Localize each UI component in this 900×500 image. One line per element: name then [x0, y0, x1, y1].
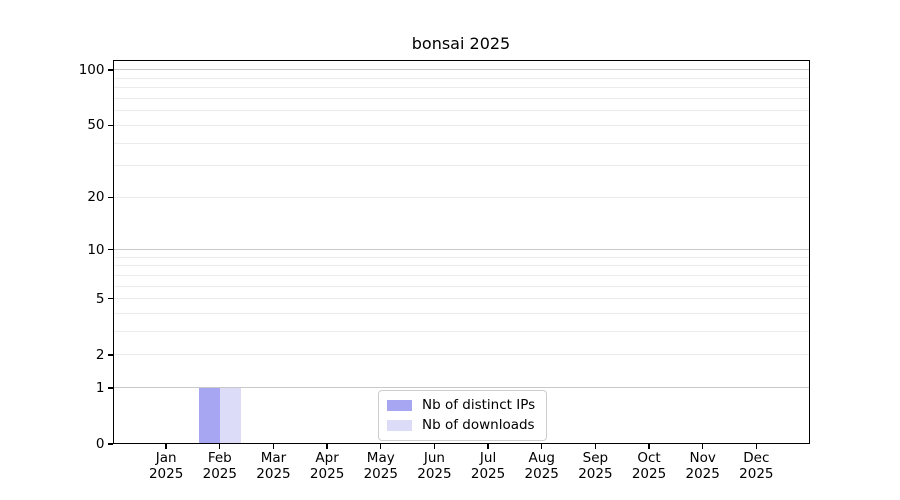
gridline-y-50 [112, 124, 810, 126]
x-tick-nov [701, 444, 704, 449]
y-tick-5 [107, 298, 113, 300]
bar-feb-nb-of-downloads [219, 387, 241, 444]
x-tick-year: 2025 [685, 466, 720, 482]
gridline-y-90 [112, 77, 810, 79]
gridline-y-3 [112, 331, 810, 333]
gridline-y-4 [112, 313, 810, 315]
gridline-y-20 [112, 196, 810, 198]
gridline-y-60 [112, 110, 810, 112]
x-tick-month: Apr [315, 450, 339, 466]
gridline-y-10 [112, 249, 810, 251]
legend-swatch-nb-of-downloads [387, 420, 412, 431]
x-tick-oct [648, 444, 650, 449]
x-tick-may [380, 444, 382, 449]
y-tick-label-1: 1 [95, 379, 105, 396]
x-tick-jan [165, 444, 167, 449]
x-tick-aug [541, 444, 543, 449]
x-tick-year: 2025 [363, 466, 398, 482]
y-tick-2 [107, 354, 113, 356]
y-tick-1 [107, 387, 113, 389]
y-tick-label-2: 2 [95, 346, 105, 363]
x-tick-month: Mar [260, 450, 287, 466]
legend-item-nb-of-downloads: Nb of downloads [387, 417, 535, 434]
gridline-y-100 [112, 69, 810, 71]
gridline-y-40 [112, 142, 810, 144]
x-tick-apr [326, 444, 328, 449]
x-tick-jun [433, 444, 436, 449]
x-tick-label-feb: Feb 2025 [192, 450, 248, 482]
x-tick-year: 2025 [256, 466, 291, 482]
gridline-y-30 [112, 165, 810, 167]
gridline-y-1 [112, 387, 810, 389]
y-tick-10 [107, 248, 113, 251]
x-tick-year: 2025 [470, 466, 506, 482]
x-tick-month: May [366, 450, 395, 466]
x-tick-year: 2025 [524, 466, 559, 482]
x-tick-month: Jul [479, 450, 497, 466]
y-tick-label-10: 10 [87, 241, 105, 258]
legend-label: Nb of distinct IPs [422, 397, 536, 413]
x-tick-month: Dec [743, 450, 770, 466]
y-tick-label-100: 100 [78, 61, 105, 78]
y-tick-label-0: 0 [95, 436, 105, 452]
x-tick-year: 2025 [309, 466, 345, 482]
x-tick-year: 2025 [202, 466, 237, 482]
x-tick-label-oct: Oct 2025 [621, 450, 677, 482]
x-tick-label-jan: Jan 2025 [138, 450, 194, 482]
x-tick-year: 2025 [631, 466, 667, 482]
x-tick-dec [755, 444, 758, 449]
gridline-y-8 [112, 265, 810, 267]
x-tick-label-aug: Aug 2025 [514, 450, 570, 482]
x-tick-label-apr: Apr 2025 [299, 450, 355, 482]
y-tick-20 [107, 196, 113, 198]
x-tick-label-jun: Jun 2025 [406, 450, 462, 482]
x-tick-label-mar: Mar 2025 [245, 450, 301, 482]
y-tick-label-20: 20 [87, 189, 105, 206]
y-tick-100 [107, 69, 113, 71]
x-tick-jul [487, 444, 489, 449]
x-tick-month: Nov [689, 450, 716, 466]
x-tick-label-sep: Sep 2025 [567, 450, 623, 482]
x-tick-month: Jun [423, 450, 445, 466]
x-tick-label-dec: Dec 2025 [728, 450, 784, 482]
y-tick-label-50: 50 [87, 117, 105, 134]
y-tick-0 [107, 443, 113, 445]
x-tick-feb [219, 444, 221, 449]
x-tick-label-may: May 2025 [353, 450, 409, 482]
x-tick-year: 2025 [578, 466, 613, 482]
x-tick-month: Feb [207, 450, 232, 466]
gridline-y-6 [112, 285, 810, 287]
y-tick-label-5: 5 [95, 290, 105, 307]
x-tick-year: 2025 [739, 466, 774, 482]
x-tick-month: Sep [582, 450, 609, 466]
x-tick-year: 2025 [417, 466, 452, 482]
gridline-y-5 [112, 298, 810, 300]
x-tick-mar [272, 444, 275, 449]
gridline-y-9 [112, 256, 810, 258]
x-tick-month: Jan [155, 450, 177, 466]
legend-swatch-nb-of-distinct-ips [387, 400, 412, 411]
gridline-y-2 [112, 354, 810, 356]
y-tick-50 [107, 124, 113, 127]
x-tick-year: 2025 [148, 466, 184, 482]
legend-label: Nb of downloads [422, 417, 535, 433]
x-tick-sep [594, 444, 597, 449]
gridline-y-80 [112, 87, 810, 89]
x-tick-label-nov: Nov 2025 [675, 450, 731, 482]
plot-area [112, 60, 810, 444]
x-tick-month: Aug [528, 450, 555, 466]
chart-title: bonsai 2025 [411, 34, 511, 53]
x-tick-label-jul: Jul 2025 [460, 450, 516, 482]
legend: Nb of distinct IPs Nb of downloads [378, 390, 548, 441]
gridline-y-7 [112, 274, 810, 276]
gridline-y-70 [112, 98, 810, 100]
bar-feb-nb-of-distinct-ips [198, 387, 220, 444]
legend-item-nb-of-distinct-ips: Nb of distinct IPs [387, 397, 535, 414]
x-tick-month: Oct [637, 450, 661, 466]
